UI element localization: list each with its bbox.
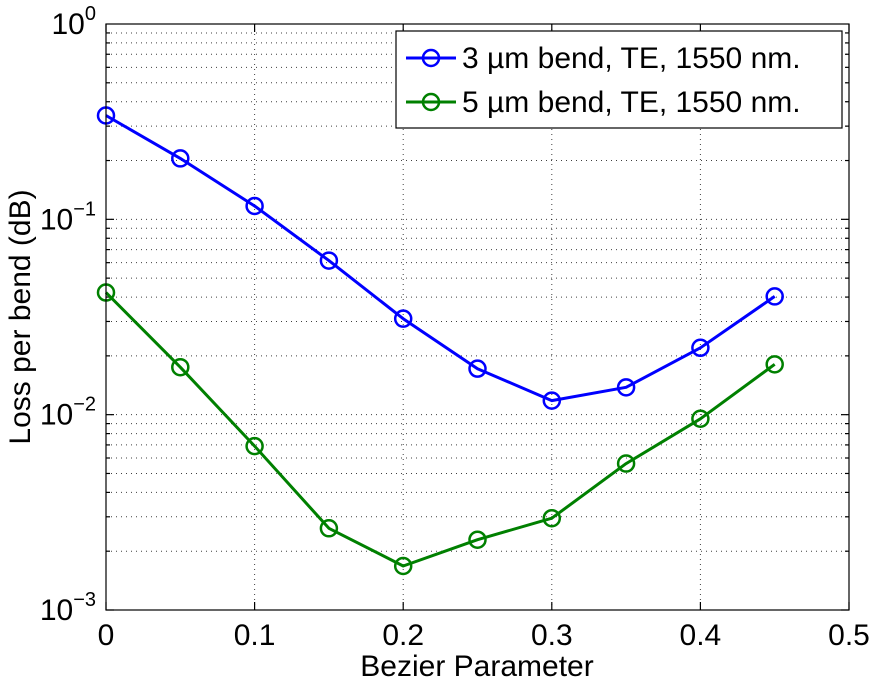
series-1-point [765,287,784,306]
legend-label-series-1: 3 µm bend, TE, 1550 nm. [462,42,801,75]
y-tick-label: 100 [52,3,97,41]
series-2-point [542,508,562,528]
legend-box [395,30,843,129]
x-tick-label: 0.5 [828,619,870,652]
series-1-point [616,378,636,397]
legend-marker-series-2 [421,92,441,112]
series-1-point [542,391,562,410]
series-1-point [468,359,487,378]
series-2-point [319,519,339,538]
x-tick-label: 0.4 [680,619,722,652]
series-1-line [105,114,776,403]
series-1-point [393,309,413,328]
tick-labels: 0 0.1 0.2 0.3 0.4 0.5 100 10−1 10−2 10−3 [40,3,870,652]
series-2-point [616,454,636,473]
series-2-point [171,357,190,377]
x-tick-label: 0.3 [531,619,573,652]
x-tick-label: 0 [98,619,115,652]
legend-marker-series-1 [421,48,441,68]
x-axis-label: Bezier Parameter [360,650,593,679]
series-2-point [245,436,264,456]
series-1-point [691,338,710,358]
legend: 3 µm bend, TE, 1550 nm. 5 µm bend, TE, 1… [395,30,843,129]
series-2-point [468,530,487,549]
series-1-point [319,251,339,270]
plot-frame [105,23,850,611]
series-1-point [171,149,190,168]
series-1-point [245,196,264,216]
x-tick-label: 0.1 [234,619,276,652]
series-2-point [691,409,710,429]
y-axis-label: Loss per bend (dB) [4,189,37,444]
y-tick-label: 10−1 [40,198,96,236]
y-tick-label: 10−2 [40,394,96,432]
series-2-point [765,355,784,374]
series-2-line [104,291,776,568]
series-layer [96,106,784,576]
y-tick-label: 10−3 [40,589,96,627]
series-2-point [393,556,413,576]
x-tick-label: 0.2 [382,619,424,652]
legend-label-series-2: 5 µm bend, TE, 1550 nm. [462,86,801,119]
